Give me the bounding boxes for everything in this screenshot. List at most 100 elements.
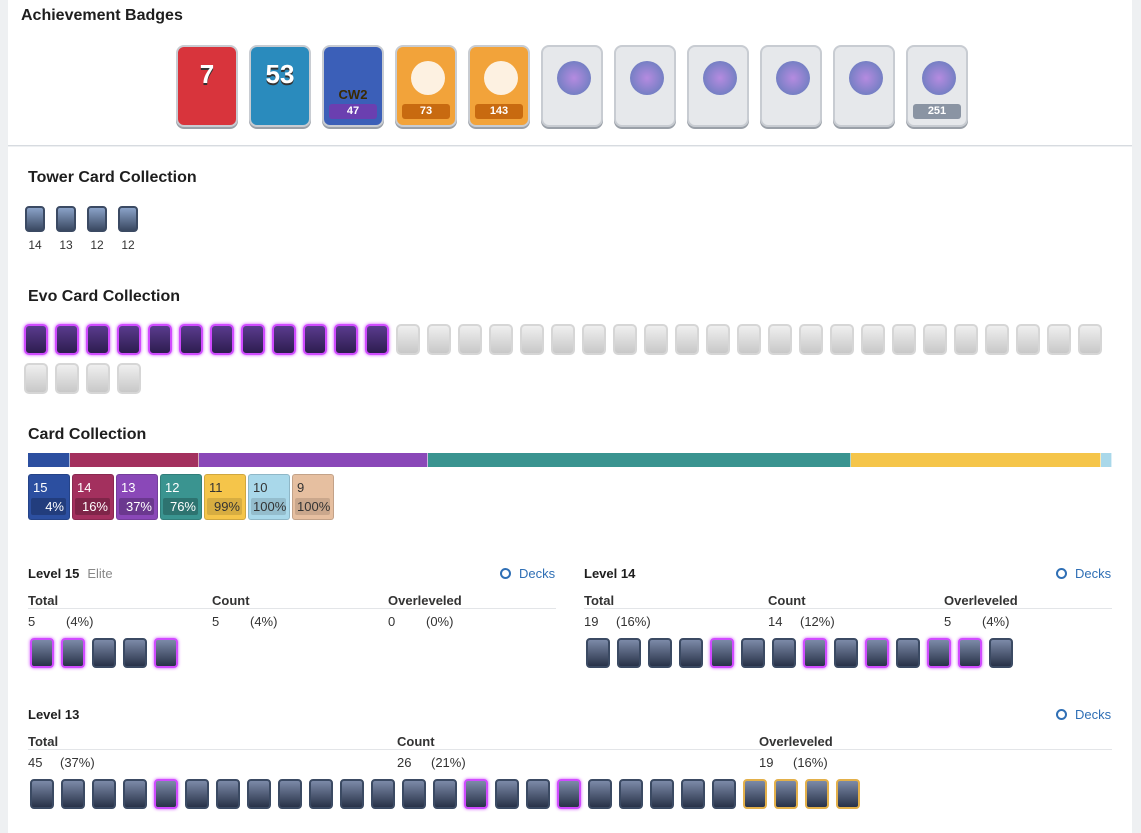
card-icon[interactable] (927, 638, 951, 668)
card-icon[interactable] (710, 638, 734, 668)
level-11-box[interactable]: 11 99% (204, 474, 246, 520)
card-icon[interactable] (712, 779, 736, 809)
card-icon[interactable] (278, 779, 302, 809)
evo-card-locked[interactable] (489, 324, 513, 355)
evo-card-locked[interactable] (799, 324, 823, 355)
level-10-box[interactable]: 10 100% (248, 474, 290, 520)
evo-card-locked[interactable] (830, 324, 854, 355)
card-icon[interactable] (743, 779, 767, 809)
card-icon[interactable] (216, 779, 240, 809)
card-icon[interactable] (648, 638, 672, 668)
evo-card-unlocked[interactable] (210, 324, 234, 355)
evo-card-locked[interactable] (954, 324, 978, 355)
card-shield-badge[interactable]: 251 (906, 45, 968, 127)
level-15-decks-link[interactable]: Decks (500, 566, 555, 581)
years-played-badge[interactable]: 7 (176, 45, 238, 127)
level-14-decks-link[interactable]: Decks (1056, 566, 1111, 581)
card-icon[interactable] (836, 779, 860, 809)
evo-card-locked[interactable] (892, 324, 916, 355)
card-icon[interactable] (309, 779, 333, 809)
crown-badge-purple[interactable] (687, 45, 749, 127)
evo-card-locked[interactable] (613, 324, 637, 355)
card-icon[interactable] (834, 638, 858, 668)
evo-card-locked[interactable] (923, 324, 947, 355)
card-icon[interactable] (61, 779, 85, 809)
evo-card-locked[interactable] (1078, 324, 1102, 355)
card-icon[interactable] (803, 638, 827, 668)
card-icon[interactable] (433, 779, 457, 809)
evo-card-unlocked[interactable] (334, 324, 358, 355)
card-icon[interactable] (185, 779, 209, 809)
grand-challenge-badge[interactable]: 143 (468, 45, 530, 127)
gold-crown-badge[interactable] (833, 45, 895, 127)
card-icon[interactable] (371, 779, 395, 809)
evo-card-locked[interactable] (117, 363, 141, 394)
card-icon[interactable] (865, 638, 889, 668)
evo-card-locked[interactable] (86, 363, 110, 394)
evo-card-locked[interactable] (644, 324, 668, 355)
card-icon[interactable] (92, 638, 116, 668)
card-icon[interactable] (617, 638, 641, 668)
evo-card-locked[interactable] (582, 324, 606, 355)
evo-card-locked[interactable] (861, 324, 885, 355)
level-badge[interactable]: 53 (249, 45, 311, 127)
level-9-box[interactable]: 9 100% (292, 474, 334, 520)
level-13-box[interactable]: 13 37% (116, 474, 158, 520)
level-14-box[interactable]: 14 16% (72, 474, 114, 520)
evo-card-locked[interactable] (55, 363, 79, 394)
evo-card-unlocked[interactable] (179, 324, 203, 355)
clan-wars-badge[interactable]: CW2 47 (322, 45, 384, 127)
card-icon[interactable] (619, 779, 643, 809)
card-icon[interactable] (805, 779, 829, 809)
classic-challenge-badge[interactable]: 73 (395, 45, 457, 127)
card-icon[interactable] (464, 779, 488, 809)
evo-card-locked[interactable] (768, 324, 792, 355)
card-icon[interactable] (30, 638, 54, 668)
card-icon[interactable] (61, 638, 85, 668)
evo-card-locked[interactable] (458, 324, 482, 355)
card-icon[interactable] (154, 638, 178, 668)
evo-card-unlocked[interactable] (365, 324, 389, 355)
card-icon[interactable] (123, 779, 147, 809)
card-icon[interactable] (340, 779, 364, 809)
evo-card-unlocked[interactable] (148, 324, 172, 355)
card-icon[interactable] (586, 638, 610, 668)
card-icon[interactable] (123, 638, 147, 668)
card-icon[interactable] (557, 779, 581, 809)
card-icon[interactable] (774, 779, 798, 809)
evo-card-unlocked[interactable] (55, 324, 79, 355)
level-13-decks-link[interactable]: Decks (1056, 707, 1111, 722)
evo-card-locked[interactable] (1016, 324, 1040, 355)
card-icon[interactable] (679, 638, 703, 668)
evo-card-unlocked[interactable] (272, 324, 296, 355)
evo-card-locked[interactable] (675, 324, 699, 355)
evo-card-locked[interactable] (1047, 324, 1071, 355)
card-icon[interactable] (588, 779, 612, 809)
evo-card-locked[interactable] (520, 324, 544, 355)
evo-card-locked[interactable] (706, 324, 730, 355)
card-icon[interactable] (526, 779, 550, 809)
crown-badge-silver[interactable] (614, 45, 676, 127)
card-icon[interactable] (681, 779, 705, 809)
card-icon[interactable] (650, 779, 674, 809)
evo-card-unlocked[interactable] (24, 324, 48, 355)
collection-badge[interactable] (541, 45, 603, 127)
ultimate-champion-badge[interactable] (760, 45, 822, 127)
card-icon[interactable] (741, 638, 765, 668)
evo-card-unlocked[interactable] (117, 324, 141, 355)
card-icon[interactable] (402, 779, 426, 809)
evo-card-locked[interactable] (737, 324, 761, 355)
card-icon[interactable] (30, 779, 54, 809)
card-icon[interactable] (92, 779, 116, 809)
evo-card-locked[interactable] (427, 324, 451, 355)
evo-card-locked[interactable] (551, 324, 575, 355)
card-icon[interactable] (896, 638, 920, 668)
evo-card-unlocked[interactable] (303, 324, 327, 355)
evo-card-locked[interactable] (396, 324, 420, 355)
card-icon[interactable] (154, 779, 178, 809)
card-icon[interactable] (495, 779, 519, 809)
card-icon[interactable] (772, 638, 796, 668)
evo-card-locked[interactable] (24, 363, 48, 394)
card-icon[interactable] (958, 638, 982, 668)
card-icon[interactable] (989, 638, 1013, 668)
